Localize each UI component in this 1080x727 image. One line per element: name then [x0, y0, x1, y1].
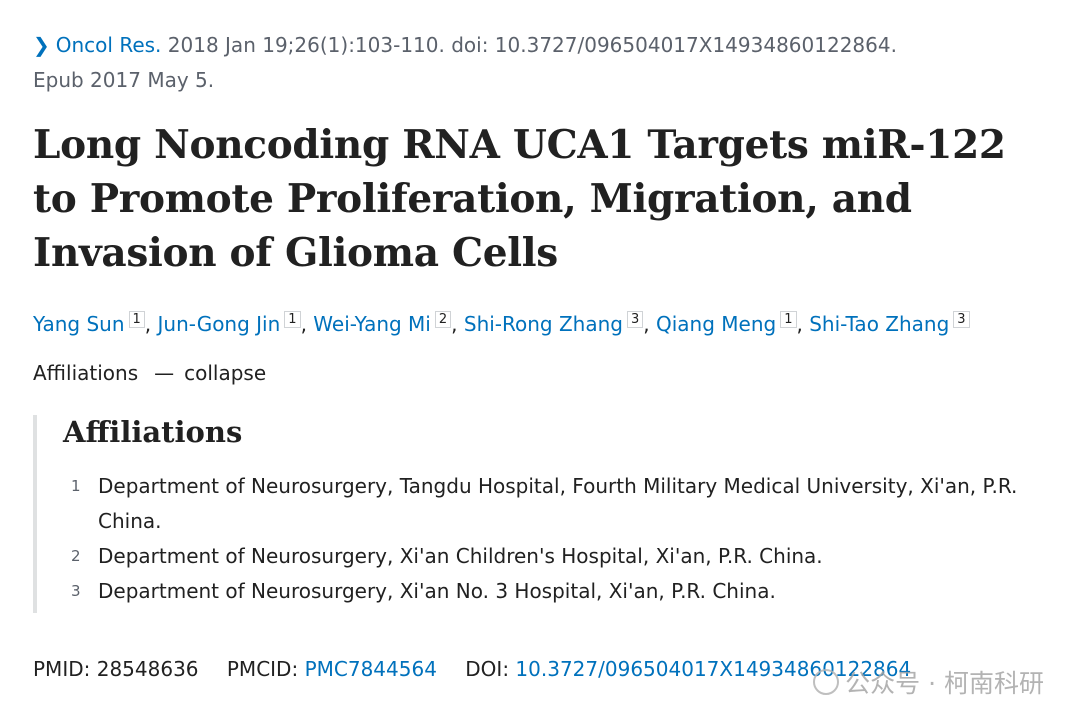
affiliation-number: 3 [71, 582, 81, 600]
citation-details: 2018 Jan 19;26(1):103-110. doi: 10.3727/… [161, 33, 897, 57]
author-link[interactable]: Qiang Meng [656, 312, 777, 336]
affiliation-number: 2 [71, 547, 81, 565]
affiliation-number: 1 [71, 477, 81, 495]
affiliation-list: 1 Department of Neurosurgery, Tangdu Hos… [63, 469, 1053, 609]
pmid-label: PMID: [33, 657, 91, 681]
affiliation-ref[interactable]: 3 [953, 311, 970, 328]
epub-date: Epub 2017 May 5. [33, 68, 215, 92]
affiliation-text: Department of Neurosurgery, Tangdu Hospi… [98, 474, 1018, 533]
watermark: 公众号 · 柯南科研 [813, 664, 1044, 700]
article-header: ❯ Oncol Res. 2018 Jan 19;26(1):103-110. d… [33, 28, 1053, 685]
author-link[interactable]: Shi-Rong Zhang [463, 312, 623, 336]
affiliation-ref[interactable]: 1 [780, 311, 797, 328]
affiliation-text: Department of Neurosurgery, Xi'an Childr… [98, 544, 823, 568]
journal-link[interactable]: Oncol Res. [55, 33, 162, 57]
affiliation-ref[interactable]: 2 [434, 311, 452, 328]
affiliations-heading: Affiliations [63, 415, 243, 449]
list-item: 3 Department of Neurosurgery, Xi'an No. … [63, 574, 1053, 609]
affiliation-ref[interactable]: 1 [284, 311, 301, 328]
article-title: Long Noncoding RNA UCA1 Targets miR-122 … [33, 122, 1006, 276]
author-link[interactable]: Jun-Gong Jin [157, 312, 281, 336]
identifiers: PMID: 28548636 PMCID: PMC7844564 DOI: 10… [33, 653, 1053, 685]
collapse-label: collapse [184, 361, 267, 385]
citation: ❯ Oncol Res. 2018 Jan 19;26(1):103-110. d… [33, 28, 1053, 98]
chevron-right-icon: ❯ [33, 33, 50, 57]
list-item: 2 Department of Neurosurgery, Xi'an Chil… [63, 539, 1053, 574]
author-link[interactable]: Yang Sun [33, 312, 125, 336]
collapse-icon: — [154, 361, 175, 385]
list-item: 1 Department of Neurosurgery, Tangdu Hos… [63, 469, 1053, 539]
author-link[interactable]: Wei-Yang Mi [313, 312, 431, 336]
doi-link[interactable]: 10.3727/096504017X14934860122864 [515, 657, 912, 681]
pmid-value: 28548636 [96, 657, 199, 681]
watermark-text: 公众号 · 柯南科研 [845, 669, 1044, 698]
affiliation-text: Department of Neurosurgery, Xi'an No. 3 … [98, 579, 776, 603]
affiliations-toggle-label: Affiliations [33, 361, 139, 385]
pmcid-link[interactable]: PMC7844564 [304, 657, 437, 681]
pmcid-label: PMCID: [226, 657, 299, 681]
affiliations-toggle[interactable]: Affiliations — collapse [33, 357, 1053, 389]
affiliation-ref[interactable]: 3 [627, 311, 644, 328]
affiliations-panel: Affiliations 1 Department of Neurosurger… [33, 415, 1053, 613]
wechat-icon [813, 669, 840, 695]
affiliation-ref[interactable]: 1 [128, 311, 145, 328]
author-link[interactable]: Shi-Tao Zhang [809, 312, 950, 336]
author-list: Yang Sun 1, Jun-Gong Jin 1, Wei-Yang Mi 2, … [33, 304, 1053, 340]
doi-label: DOI: [465, 657, 510, 681]
